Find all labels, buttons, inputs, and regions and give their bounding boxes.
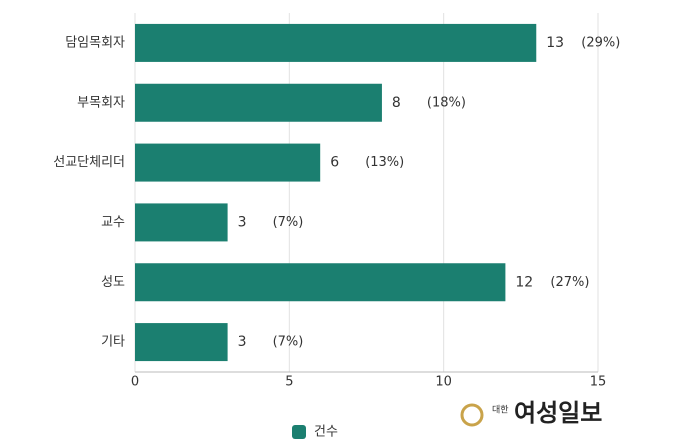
bar xyxy=(135,143,321,182)
x-tick-label: 10 xyxy=(435,375,452,390)
percent-label: (27%) xyxy=(550,275,589,290)
x-tick-label: 5 xyxy=(285,375,293,390)
bar xyxy=(135,23,537,62)
percent-label: (7%) xyxy=(273,335,304,350)
percent-label: (18%) xyxy=(427,95,466,110)
bar xyxy=(135,83,382,122)
logo-icon xyxy=(460,403,484,427)
percent-label: (7%) xyxy=(273,215,304,230)
watermark-name: 여성일보 xyxy=(514,399,602,427)
value-label: 8 xyxy=(392,95,401,111)
bar xyxy=(135,323,228,362)
bar xyxy=(135,263,506,302)
watermark-small: 대한 xyxy=(492,405,509,416)
bar xyxy=(135,203,228,242)
value-label: 3 xyxy=(238,334,247,350)
watermark: 대한 여성일보 xyxy=(460,399,602,427)
value-label: 6 xyxy=(330,155,339,171)
x-tick-label: 0 xyxy=(131,375,139,390)
y-tick-label: 부목회자 xyxy=(77,95,125,110)
y-tick-label: 담임목회자 xyxy=(65,35,125,50)
percent-label: (13%) xyxy=(365,155,404,170)
x-tick-label: 15 xyxy=(590,375,607,390)
y-tick-label: 선교단체리더 xyxy=(53,155,125,170)
legend-swatch xyxy=(292,425,306,439)
y-tick-label: 교수 xyxy=(101,215,125,230)
legend-label: 건수 xyxy=(314,425,338,440)
value-label: 13 xyxy=(546,35,564,51)
value-label: 3 xyxy=(238,214,247,230)
y-tick-label: 기타 xyxy=(101,335,125,350)
value-label: 12 xyxy=(515,274,533,290)
y-tick-label: 성도 xyxy=(101,275,125,290)
percent-label: (29%) xyxy=(581,35,620,50)
